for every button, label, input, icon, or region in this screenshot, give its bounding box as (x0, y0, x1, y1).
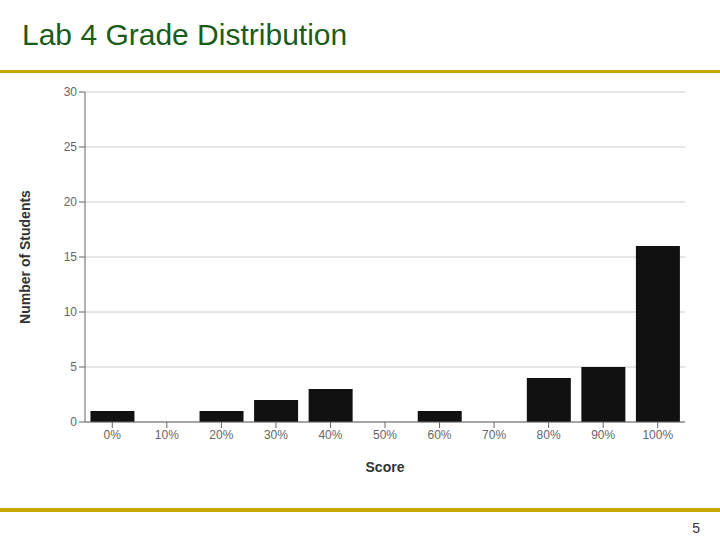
svg-text:0: 0 (70, 415, 77, 429)
svg-text:50%: 50% (373, 428, 397, 442)
svg-text:Number of Students: Number of Students (17, 190, 33, 324)
svg-text:80%: 80% (537, 428, 561, 442)
html-text:5: 5 (692, 520, 700, 536)
svg-text:5: 5 (70, 360, 77, 374)
svg-text:Score: Score (366, 459, 405, 475)
svg-text:70%: 70% (482, 428, 506, 442)
svg-text:20: 20 (64, 195, 78, 209)
svg-text:90%: 90% (591, 428, 615, 442)
svg-text:40%: 40% (318, 428, 342, 442)
svg-text:10: 10 (64, 305, 78, 319)
svg-text:60%: 60% (428, 428, 452, 442)
svg-text:0%: 0% (104, 428, 122, 442)
svg-text:30%: 30% (264, 428, 288, 442)
svg-text:100%: 100% (642, 428, 673, 442)
svg-text:25: 25 (64, 140, 78, 154)
svg-text:15: 15 (64, 250, 78, 264)
svg-text:20%: 20% (209, 428, 233, 442)
svg-text:30: 30 (64, 85, 78, 99)
html-text:Lab 4 Grade Distribution: Lab 4 Grade Distribution (22, 18, 348, 51)
svg-text:10%: 10% (155, 428, 179, 442)
